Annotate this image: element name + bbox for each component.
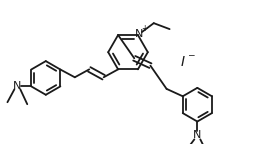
Text: −: −: [187, 51, 194, 60]
Text: N: N: [193, 130, 201, 140]
Text: +: +: [142, 24, 148, 33]
Text: I: I: [180, 55, 185, 69]
Text: N: N: [13, 81, 22, 91]
Text: N: N: [135, 29, 143, 39]
